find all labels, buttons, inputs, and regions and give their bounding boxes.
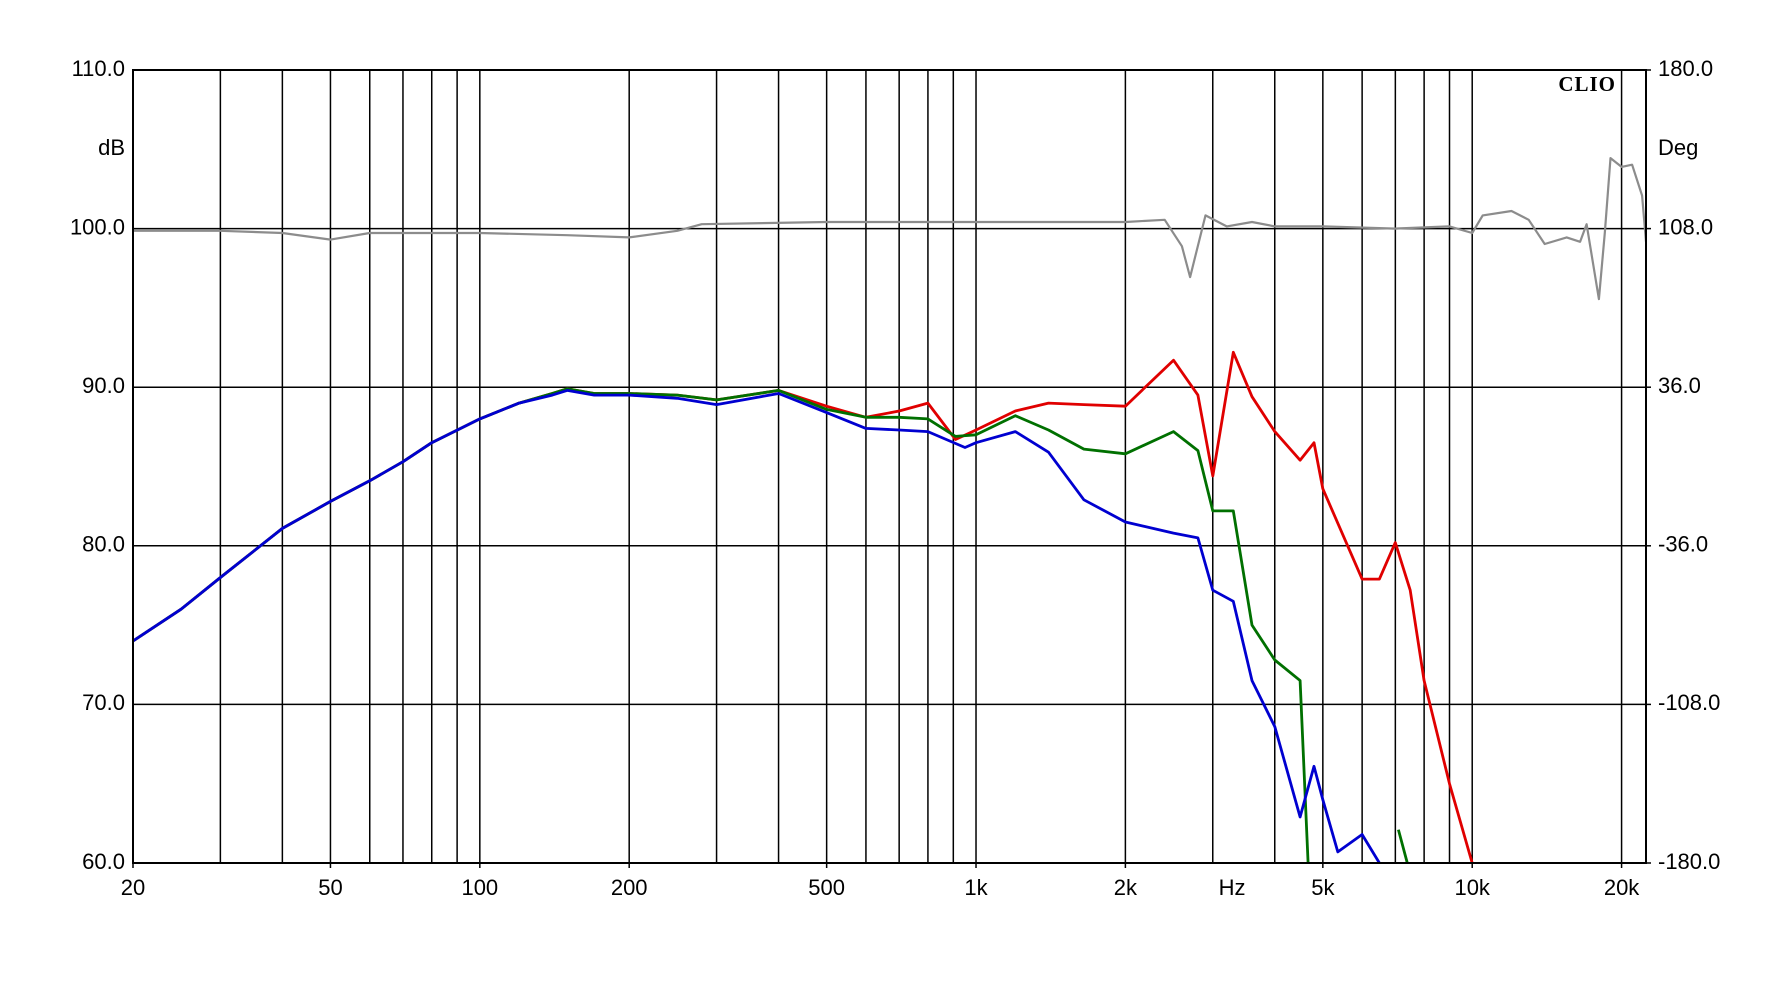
labels: 60.0 70.0 80.0 90.0 100.0 110.0 -180.0 -108.0 -3… (70, 56, 1720, 900)
x-tick-label: 5k (1311, 875, 1335, 900)
x-tick-label: 100 (461, 875, 498, 900)
x-axis-label: Hz (1219, 875, 1246, 900)
y-tick-label: 80.0 (82, 532, 125, 557)
y2-tick-label: 108.0 (1658, 214, 1713, 239)
series-line (133, 389, 1381, 863)
x-tick-label: 20k (1604, 875, 1640, 900)
y-tick-label: 60.0 (82, 849, 125, 874)
y-tick-label: 110.0 (72, 56, 125, 81)
series-line (133, 157, 1646, 301)
x-tick-label: 200 (611, 875, 648, 900)
y2-tick-label: -108.0 (1658, 690, 1720, 715)
y-tick-label: 90.0 (82, 373, 125, 398)
y2-tick-label: -180.0 (1658, 849, 1720, 874)
watermark: CLIO (1558, 72, 1616, 96)
y-tick-label: 100.0 (70, 214, 125, 239)
x-tick-label: 2k (1114, 875, 1138, 900)
y2-tick-label: 180.0 (1658, 56, 1713, 81)
x-tick-label: 50 (318, 875, 342, 900)
y2-tick-label: 36.0 (1658, 373, 1701, 398)
y2-tick-label: -36.0 (1658, 532, 1708, 557)
y-tick-label: 70.0 (82, 690, 125, 715)
x-tick-label: 20 (121, 875, 145, 900)
y-axis-label: dB (98, 135, 125, 160)
x-tick-label: 10k (1454, 875, 1490, 900)
plot-area (133, 157, 1646, 863)
x-tick-label: 1k (964, 875, 988, 900)
x-tick-label: 500 (808, 875, 845, 900)
plot-frame (132, 69, 1647, 864)
y2-axis-label: Deg (1658, 135, 1698, 160)
